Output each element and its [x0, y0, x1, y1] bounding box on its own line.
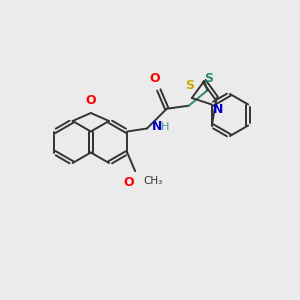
Text: S: S — [185, 79, 194, 92]
Text: O: O — [124, 176, 134, 189]
Text: H: H — [161, 122, 170, 131]
Text: N: N — [152, 120, 162, 133]
Text: O: O — [149, 72, 160, 85]
Text: O: O — [85, 94, 96, 107]
Text: N: N — [213, 103, 224, 116]
Text: CH₃: CH₃ — [143, 176, 162, 186]
Text: S: S — [204, 72, 213, 85]
